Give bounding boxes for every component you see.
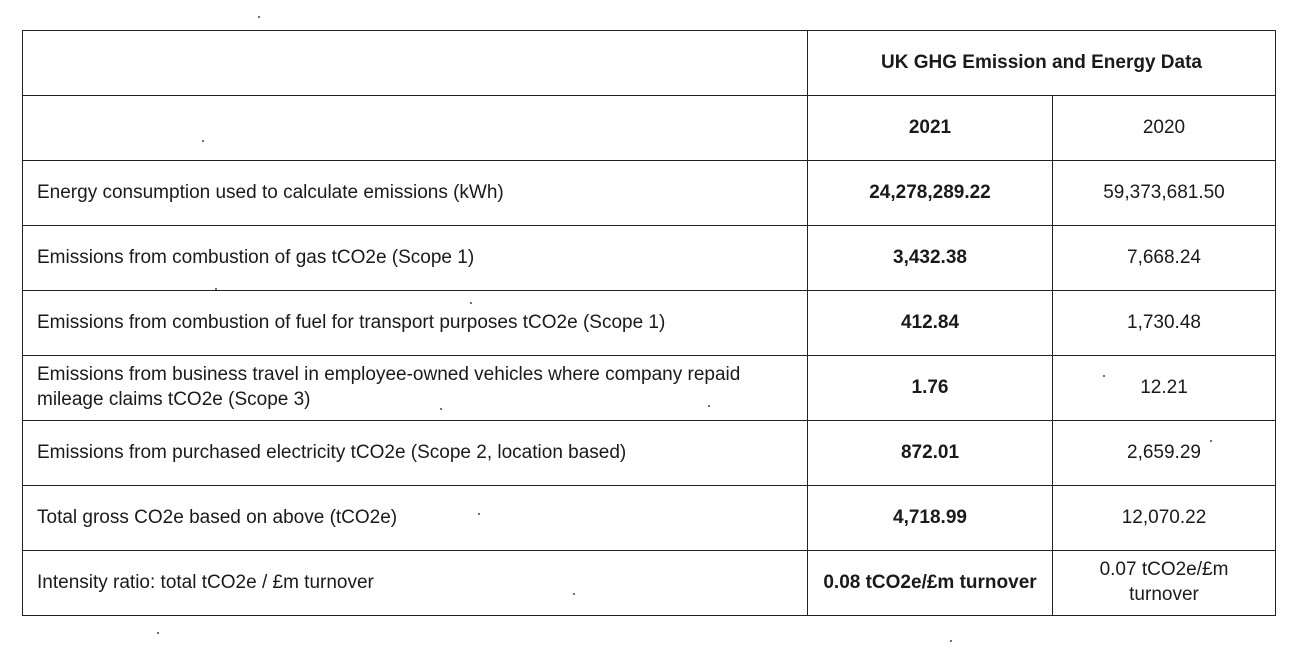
row-label: Emissions from combustion of gas tCO2e (…	[22, 225, 808, 291]
value-2021: 24,278,289.22	[807, 160, 1053, 226]
scan-speck	[470, 302, 472, 304]
column-header-label	[22, 95, 808, 161]
value-2021: 412.84	[807, 290, 1053, 356]
table-title: UK GHG Emission and Energy Data	[807, 30, 1276, 96]
scan-speck	[573, 593, 575, 595]
scan-speck	[258, 16, 260, 18]
row-label: Energy consumption used to calculate emi…	[22, 160, 808, 226]
row-label: Emissions from business travel in employ…	[22, 355, 808, 421]
table-title-row: UK GHG Emission and Energy Data	[22, 30, 1276, 96]
value-2021: 1.76	[807, 355, 1053, 421]
value-2021: 3,432.38	[807, 225, 1053, 291]
scan-speck	[708, 405, 710, 407]
scan-speck	[440, 408, 442, 410]
scan-speck	[1103, 375, 1105, 377]
value-2021: 872.01	[807, 420, 1053, 486]
table-row: Energy consumption used to calculate emi…	[22, 160, 1276, 226]
value-2020: 1,730.48	[1052, 290, 1276, 356]
row-label: Emissions from purchased electricity tCO…	[22, 420, 808, 486]
value-2020: 12,070.22	[1052, 485, 1276, 551]
row-label: Total gross CO2e based on above (tCO2e)	[22, 485, 808, 551]
table-row: Emissions from purchased electricity tCO…	[22, 420, 1276, 486]
table-header-row: 2021 2020	[22, 95, 1276, 161]
column-header-2021: 2021	[807, 95, 1053, 161]
scan-speck	[1210, 440, 1212, 442]
value-2020: 7,668.24	[1052, 225, 1276, 291]
table-row: Emissions from combustion of gas tCO2e (…	[22, 225, 1276, 291]
value-2020: 2,659.29	[1052, 420, 1276, 486]
value-2020: 12.21	[1052, 355, 1276, 421]
value-2020: 59,373,681.50	[1052, 160, 1276, 226]
row-label: Emissions from combustion of fuel for tr…	[22, 290, 808, 356]
column-header-2020: 2020	[1052, 95, 1276, 161]
scan-speck	[202, 140, 204, 142]
scan-speck	[478, 513, 480, 515]
ghg-emission-table: UK GHG Emission and Energy Data 2021 202…	[22, 30, 1276, 616]
scan-speck	[950, 640, 952, 642]
scan-speck	[215, 288, 217, 290]
title-spacer-cell	[22, 30, 808, 96]
table-row: Emissions from combustion of fuel for tr…	[22, 290, 1276, 356]
row-label: Intensity ratio: total tCO2e / £m turnov…	[22, 550, 808, 616]
table-row: Intensity ratio: total tCO2e / £m turnov…	[22, 550, 1276, 616]
value-2021: 0.08 tCO2e/£m turnover	[807, 550, 1053, 616]
value-2020: 0.07 tCO2e/£m turnover	[1052, 550, 1276, 616]
ghg-table-sheet: UK GHG Emission and Energy Data 2021 202…	[22, 30, 1276, 616]
scan-speck	[157, 632, 159, 634]
table-row: Emissions from business travel in employ…	[22, 355, 1276, 421]
value-2021: 4,718.99	[807, 485, 1053, 551]
table-row: Total gross CO2e based on above (tCO2e) …	[22, 485, 1276, 551]
